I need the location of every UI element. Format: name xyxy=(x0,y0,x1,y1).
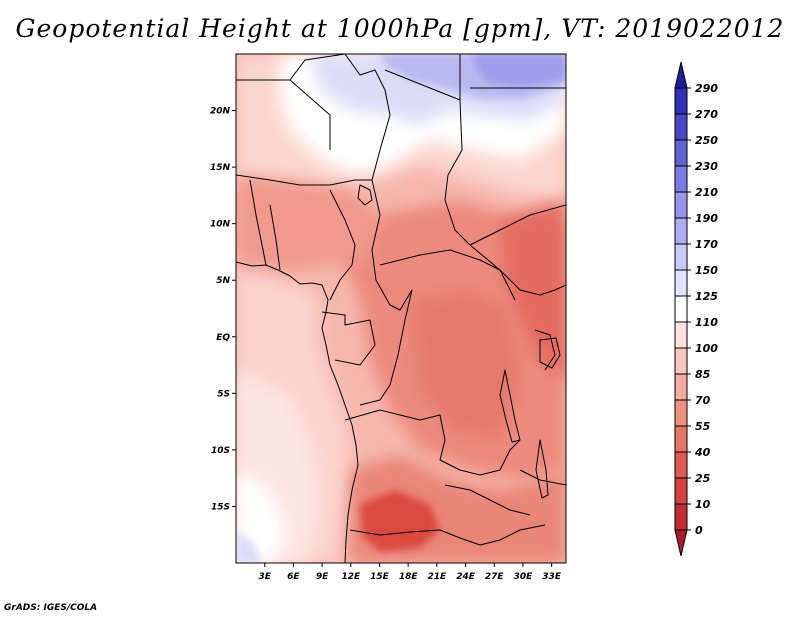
colorbar-label: 190 xyxy=(695,212,718,225)
zambia-zimbabwe-border xyxy=(444,484,531,516)
lake-victoria-outline xyxy=(539,337,561,369)
niger-nigeria-border xyxy=(236,174,372,186)
y-tick-label: 15N xyxy=(210,163,231,173)
colorbar-segment xyxy=(674,347,688,375)
grads-credit: GrADS: IGES/COLA xyxy=(4,603,98,613)
west-internal-borders xyxy=(249,179,267,266)
y-tick-label: 10N xyxy=(210,220,231,230)
colorbar-label: 150 xyxy=(695,264,718,277)
colorbar-segment xyxy=(674,269,688,297)
colorbar-label: 25 xyxy=(695,472,711,485)
cameroon-car-border xyxy=(371,179,413,311)
x-tick-label: 21E xyxy=(428,572,448,582)
colorbar-bottom-triangle xyxy=(674,529,688,557)
y-tick-label: EQ xyxy=(216,333,230,343)
lake-malawi-outline xyxy=(535,439,549,499)
longitude-axis: 3E 6E 9E 12E 15E 18E 21E 24E 27E 30E 33E xyxy=(258,563,562,582)
colorbar-top-triangle xyxy=(674,61,688,89)
car-south-border xyxy=(379,249,521,291)
x-tick-label: 33E xyxy=(542,572,562,582)
colorbar-label: 70 xyxy=(695,394,711,407)
colorbar-segment xyxy=(674,295,688,323)
colorbar-label: 85 xyxy=(695,368,711,381)
congo-basin-red-region xyxy=(410,290,520,440)
zambia-mozambique-border xyxy=(519,469,566,486)
y-tick-label: 5N xyxy=(216,276,230,286)
colorbar-segment xyxy=(674,425,688,453)
colorbar-segment xyxy=(674,399,688,427)
chad-sudan-border xyxy=(444,99,471,246)
x-tick-label: 6E xyxy=(287,572,300,582)
colorbar-segment xyxy=(674,451,688,479)
colorbar-label: 290 xyxy=(695,82,718,95)
colorbar-label: 210 xyxy=(695,186,718,199)
y-tick-label: 20N xyxy=(210,107,231,117)
y-tick-label: 5S xyxy=(217,389,230,399)
libya-chad-border xyxy=(344,54,391,181)
drc-zambia-border xyxy=(499,439,521,471)
colorbar-segment xyxy=(674,243,688,271)
latitude-axis: 20N 15N 10N 5N EQ 5S 10S 15S xyxy=(210,107,236,512)
colorbar-segment xyxy=(674,139,688,167)
colorbar-segment xyxy=(674,113,688,141)
y-tick-label: 10S xyxy=(211,446,230,456)
x-tick-label: 9E xyxy=(316,572,329,582)
west-africa-mid-region xyxy=(236,175,380,270)
lake-chad-outline xyxy=(357,184,373,206)
x-tick-label: 30E xyxy=(514,572,534,582)
colorbar-label: 40 xyxy=(694,446,711,459)
colorbar-label: 10 xyxy=(695,498,711,511)
colorbar-label: 110 xyxy=(695,316,718,329)
southern-internal-border xyxy=(479,524,546,546)
colorbar-segment xyxy=(674,503,688,531)
algeria-niger-border xyxy=(236,54,346,81)
benin-togo-border xyxy=(269,204,281,271)
x-tick-label: 3E xyxy=(258,572,271,582)
colorbar-segment xyxy=(674,477,688,505)
colorbar-label: 250 xyxy=(695,134,718,147)
nigeria-cameroon-border xyxy=(329,189,356,301)
x-tick-label: 24E xyxy=(456,572,476,582)
colorbar-segment xyxy=(674,165,688,193)
uganda-border xyxy=(519,284,566,296)
car-sudan-border xyxy=(469,244,516,301)
colorbar-label: 170 xyxy=(695,238,718,251)
map-frame xyxy=(235,53,567,564)
x-tick-label: 27E xyxy=(485,572,505,582)
country-borders xyxy=(236,54,566,563)
colorbar-segment xyxy=(674,191,688,219)
colorbar-label: 230 xyxy=(695,160,718,173)
uganda-kenya-border xyxy=(534,329,556,371)
colorbar-segment xyxy=(674,373,688,401)
congo-drc-border xyxy=(359,289,413,406)
colorbar-label: 55 xyxy=(695,420,711,433)
colorbar-label: 0 xyxy=(695,524,703,537)
angola-deep-red-region xyxy=(360,490,440,552)
northeast-dark-blue-region xyxy=(470,54,566,88)
angola-namibia-border xyxy=(349,529,481,546)
colorbar-label: 270 xyxy=(695,108,718,121)
colorbar: 0 10 25 40 55 70 85 100 110 125 150 170 190 210 230 250… xyxy=(674,61,718,557)
west-africa-coastline xyxy=(236,261,359,563)
lake-tanganyika-outline xyxy=(499,369,521,443)
sudan-southsudan-border xyxy=(469,204,566,246)
niger-libya-border xyxy=(289,79,331,150)
gabon-border xyxy=(321,311,376,366)
drc-angola-border xyxy=(344,409,501,476)
x-tick-label: 12E xyxy=(341,572,361,582)
southwest-blue-region xyxy=(236,530,262,563)
colorbar-label: 125 xyxy=(695,290,718,303)
x-tick-label: 18E xyxy=(399,572,419,582)
map-title: Geopotential Height at 1000hPa [gpm], VT… xyxy=(15,14,785,43)
colorbar-label: 100 xyxy=(695,342,718,355)
colorbar-segment xyxy=(674,217,688,245)
colorbar-segment xyxy=(674,87,688,115)
colorbar-segment xyxy=(674,321,688,349)
y-tick-label: 15S xyxy=(211,502,230,512)
x-tick-label: 15E xyxy=(370,572,390,582)
